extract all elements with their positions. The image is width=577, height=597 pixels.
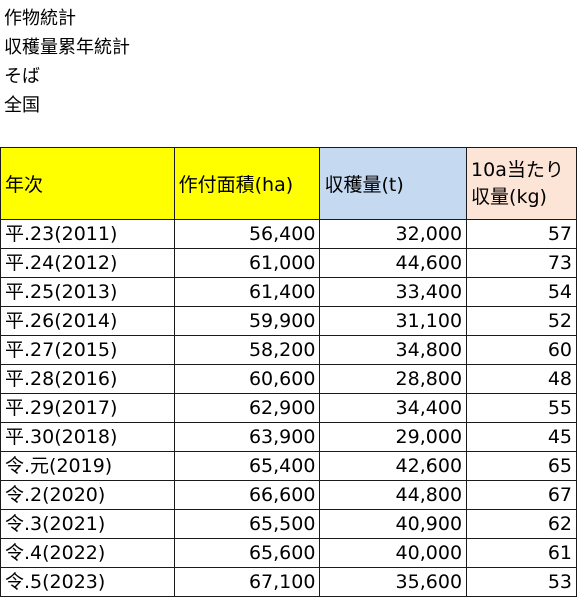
- cell-planted-area[interactable]: 61,400: [173, 277, 321, 307]
- table-row: 令.元(2019) 65,400 42,600 65: [0, 451, 577, 481]
- cell-year[interactable]: 平.25(2013): [0, 277, 175, 307]
- cell-year[interactable]: 平.27(2015): [0, 335, 175, 365]
- table-row: 令.2(2020) 66,600 44,800 67: [0, 480, 577, 510]
- cell-harvest[interactable]: 34,400: [319, 393, 468, 423]
- crop-name-label: そば: [4, 66, 40, 87]
- table-row: 平.23(2011) 56,400 32,000 57: [0, 219, 577, 249]
- cell-yield[interactable]: 52: [466, 306, 577, 336]
- cell-planted-area[interactable]: 65,400: [173, 451, 321, 481]
- region-label: 全国: [4, 95, 40, 116]
- cell-yield[interactable]: 61: [466, 538, 577, 568]
- cell-year[interactable]: 平.23(2011): [0, 219, 175, 249]
- cell-harvest[interactable]: 34,800: [319, 335, 468, 365]
- cell-yield[interactable]: 54: [466, 277, 577, 307]
- cell-planted-area[interactable]: 67,100: [173, 567, 321, 597]
- subtitle-harvest-annual-statistics: 収穫量累年統計: [4, 37, 130, 58]
- cell-harvest[interactable]: 40,900: [319, 509, 468, 539]
- header-planted-area[interactable]: 作付面積(ha): [173, 147, 321, 220]
- header-yield-per-10a[interactable]: 10a当たり 収量(kg): [466, 147, 577, 220]
- cell-year[interactable]: 令.4(2022): [0, 538, 175, 568]
- cell-year[interactable]: 令.5(2023): [0, 567, 175, 597]
- cell-yield[interactable]: 57: [466, 219, 577, 249]
- cell-yield[interactable]: 53: [466, 567, 577, 597]
- cell-yield[interactable]: 62: [466, 509, 577, 539]
- table-row: 令.5(2023) 67,100 35,600 53: [0, 567, 577, 597]
- cell-yield[interactable]: 55: [466, 393, 577, 423]
- table-row: 平.29(2017) 62,900 34,400 55: [0, 393, 577, 423]
- cell-harvest[interactable]: 29,000: [319, 422, 468, 452]
- cell-harvest[interactable]: 42,600: [319, 451, 468, 481]
- statistics-table: 年次 作付面積(ha) 収穫量(t) 10a当たり 収量(kg) 平.23(201…: [0, 147, 577, 597]
- cell-planted-area[interactable]: 58,200: [173, 335, 321, 365]
- cell-planted-area[interactable]: 65,600: [173, 538, 321, 568]
- cell-harvest[interactable]: 32,000: [319, 219, 468, 249]
- cell-year[interactable]: 令.2(2020): [0, 480, 175, 510]
- table-row: 令.3(2021) 65,500 40,900 62: [0, 509, 577, 539]
- cell-planted-area[interactable]: 63,900: [173, 422, 321, 452]
- cell-yield[interactable]: 67: [466, 480, 577, 510]
- cell-harvest[interactable]: 44,800: [319, 480, 468, 510]
- cell-yield[interactable]: 65: [466, 451, 577, 481]
- table-row: 平.25(2013) 61,400 33,400 54: [0, 277, 577, 307]
- cell-year[interactable]: 平.29(2017): [0, 393, 175, 423]
- cell-year[interactable]: 平.24(2012): [0, 248, 175, 278]
- cell-year[interactable]: 平.28(2016): [0, 364, 175, 394]
- cell-yield[interactable]: 45: [466, 422, 577, 452]
- cell-planted-area[interactable]: 59,900: [173, 306, 321, 336]
- cell-year[interactable]: 令.元(2019): [0, 451, 175, 481]
- cell-planted-area[interactable]: 56,400: [173, 219, 321, 249]
- cell-harvest[interactable]: 40,000: [319, 538, 468, 568]
- cell-planted-area[interactable]: 66,600: [173, 480, 321, 510]
- table-row: 令.4(2022) 65,600 40,000 61: [0, 538, 577, 568]
- table-row: 平.28(2016) 60,600 28,800 48: [0, 364, 577, 394]
- header-yield-line2: 収量(kg): [471, 185, 547, 208]
- cell-yield[interactable]: 48: [466, 364, 577, 394]
- cell-year[interactable]: 令.3(2021): [0, 509, 175, 539]
- cell-yield[interactable]: 73: [466, 248, 577, 278]
- header-year[interactable]: 年次: [0, 147, 175, 220]
- title-crop-statistics: 作物統計: [4, 8, 76, 29]
- cell-harvest[interactable]: 33,400: [319, 277, 468, 307]
- cell-planted-area[interactable]: 62,900: [173, 393, 321, 423]
- cell-harvest[interactable]: 35,600: [319, 567, 468, 597]
- cell-harvest[interactable]: 28,800: [319, 364, 468, 394]
- cell-harvest[interactable]: 31,100: [319, 306, 468, 336]
- cell-year[interactable]: 平.26(2014): [0, 306, 175, 336]
- header-yield-line1: 10a当たり: [471, 158, 564, 181]
- cell-yield[interactable]: 60: [466, 335, 577, 365]
- cell-planted-area[interactable]: 60,600: [173, 364, 321, 394]
- table-row: 平.27(2015) 58,200 34,800 60: [0, 335, 577, 365]
- table-row: 平.30(2018) 63,900 29,000 45: [0, 422, 577, 452]
- cell-harvest[interactable]: 44,600: [319, 248, 468, 278]
- table-header-row: 年次 作付面積(ha) 収穫量(t) 10a当たり 収量(kg): [0, 147, 577, 220]
- table-row: 平.26(2014) 59,900 31,100 52: [0, 306, 577, 336]
- cell-year[interactable]: 平.30(2018): [0, 422, 175, 452]
- cell-planted-area[interactable]: 65,500: [173, 509, 321, 539]
- table-row: 平.24(2012) 61,000 44,600 73: [0, 248, 577, 278]
- cell-planted-area[interactable]: 61,000: [173, 248, 321, 278]
- header-harvest[interactable]: 収穫量(t): [319, 147, 468, 220]
